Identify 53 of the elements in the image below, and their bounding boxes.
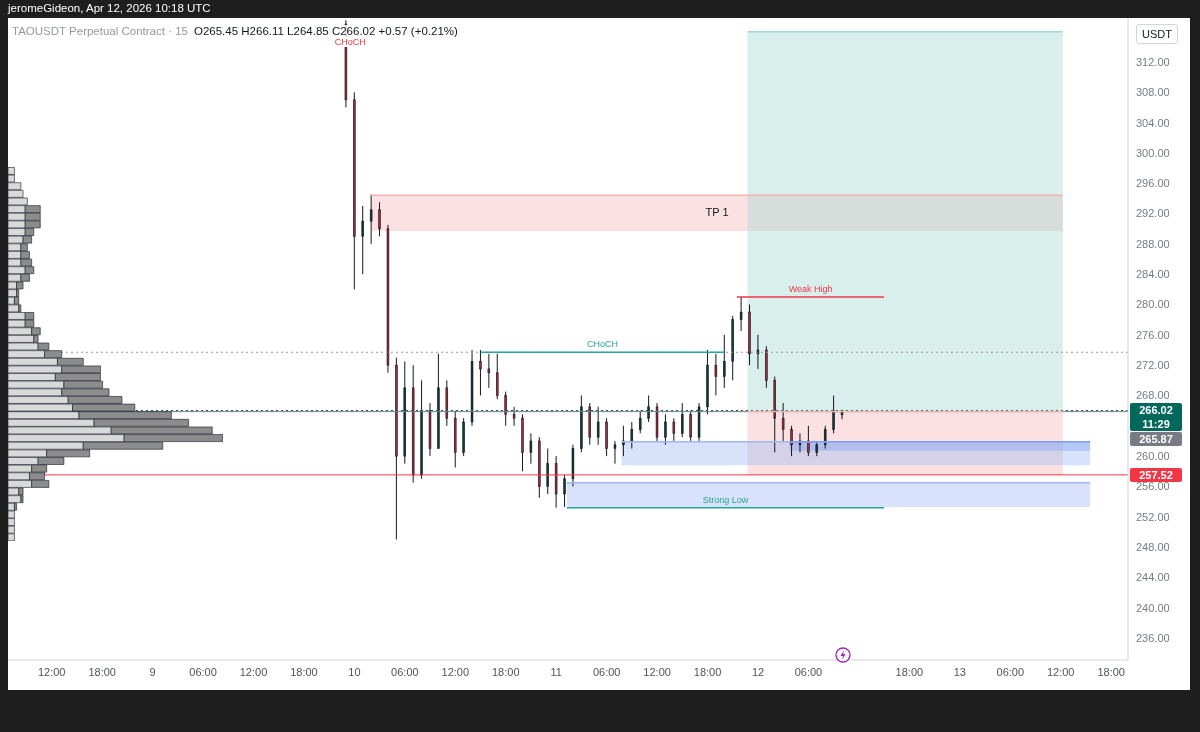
y-tick-label: 240.00 <box>1136 601 1170 614</box>
annotation: TAOUSDT Perpetual Contract · 15 <box>12 25 188 37</box>
x-tick-label: 13 <box>953 665 966 678</box>
y-tick-label: 244.00 <box>1136 571 1170 584</box>
y-tick-label: 300.00 <box>1136 146 1170 159</box>
x-tick-label: 11 <box>550 665 562 678</box>
y-tick-label: 276.00 <box>1136 328 1170 341</box>
x-tick-label: 12:00 <box>643 665 671 678</box>
ref-line-label: 266.02 <box>1138 403 1174 418</box>
x-tick-label: 18:00 <box>895 665 924 678</box>
series-label: Strong Low <box>701 493 750 506</box>
x-tick-label: 12 <box>751 665 765 678</box>
x-tick-label: 06:00 <box>996 665 1025 678</box>
x-tick-label: 18:00 <box>693 665 722 678</box>
x-tick-label: 06:00 <box>391 665 419 678</box>
annotation: O265.45 H266.11 L264.85 C266.02 +0.57 (+0.21%) <box>193 25 458 37</box>
y-tick-label: 292.00 <box>1136 207 1170 220</box>
y-tick-label: 312.00 <box>1136 55 1170 68</box>
x-tick-label: 18:00 <box>492 665 520 678</box>
x-tick-label: 18:00 <box>88 665 116 678</box>
text: 11:29 <box>1141 417 1171 432</box>
series-label: Weak High <box>787 282 834 295</box>
ref-line-label: 265.87 <box>1130 432 1182 447</box>
y-axis-title: USDT <box>1136 24 1178 44</box>
x-tick-label: 9 <box>149 665 156 678</box>
x-tick-label: 12:00 <box>1046 665 1075 678</box>
x-tick-label: 10 <box>348 665 361 678</box>
ref-line-label: 257.52 <box>1130 467 1182 482</box>
x-tick-label: 06:00 <box>189 665 217 678</box>
y-tick-label: 272.00 <box>1136 359 1170 372</box>
annotation: CHoCH <box>330 37 371 48</box>
y-tick-label: 268.00 <box>1136 389 1170 402</box>
x-tick-label: 18:00 <box>290 665 318 678</box>
y-tick-label: 288.00 <box>1136 237 1170 250</box>
series-label: TP 1 <box>704 206 730 219</box>
x-tick-label: 06:00 <box>592 665 621 678</box>
series-label: CHoCH <box>585 338 619 351</box>
x-tick-label: 12:00 <box>441 665 470 678</box>
x-tick-label: 06:00 <box>794 665 823 678</box>
y-tick-label: 284.00 <box>1136 268 1170 281</box>
y-tick-label: 296.00 <box>1136 177 1170 190</box>
y-tick-label: 304.00 <box>1136 116 1170 129</box>
x-tick-label: 12:00 <box>239 665 268 678</box>
y-tick-label: 280.00 <box>1136 298 1170 311</box>
x-tick-label: 12:00 <box>37 665 66 678</box>
y-tick-label: 308.00 <box>1136 86 1170 99</box>
y-tick-label: 236.00 <box>1136 631 1170 644</box>
x-tick-label: 18:00 <box>1097 665 1125 678</box>
y-tick-label: 260.00 <box>1136 450 1170 463</box>
y-tick-label: 256.00 <box>1136 480 1170 493</box>
y-tick-label: 248.00 <box>1136 540 1170 553</box>
text: jeromeGideon, Apr 12, 2026 10:18 UTC <box>8 2 211 14</box>
y-tick-label: 252.00 <box>1136 510 1170 523</box>
